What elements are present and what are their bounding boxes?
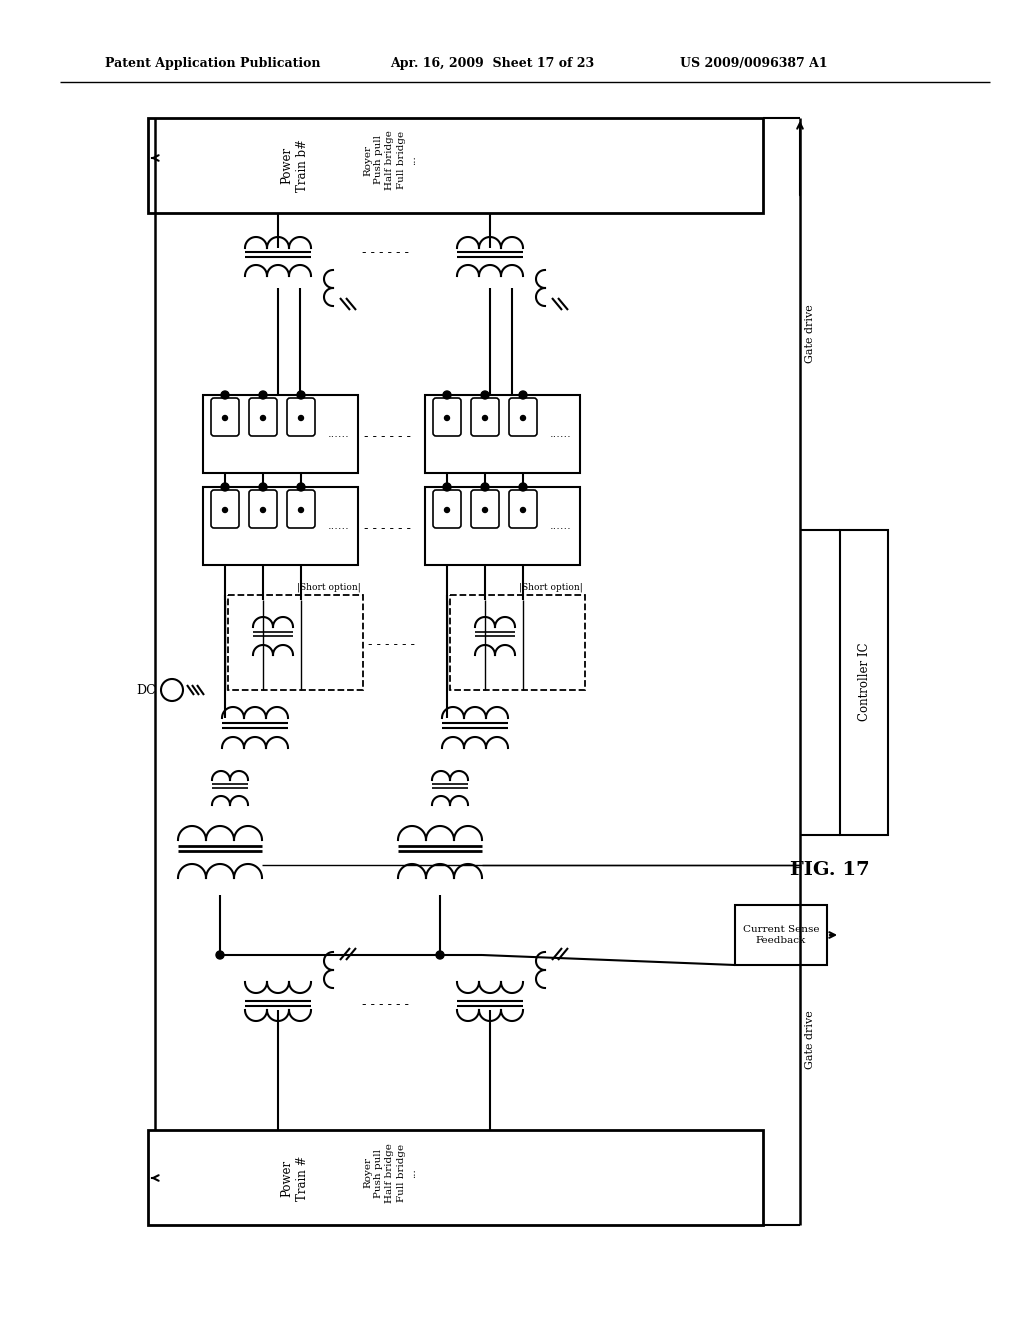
Circle shape	[444, 416, 450, 421]
Text: Royer
Push pull
Half bridge
Full bridge
...: Royer Push pull Half bridge Full bridge …	[364, 131, 417, 190]
Circle shape	[443, 483, 451, 491]
Text: - - - - - -: - - - - - -	[365, 429, 412, 442]
Text: ......: ......	[550, 429, 571, 440]
Text: Apr. 16, 2009  Sheet 17 of 23: Apr. 16, 2009 Sheet 17 of 23	[390, 57, 594, 70]
Circle shape	[519, 483, 527, 491]
Circle shape	[216, 950, 224, 960]
Bar	[148, 117, 763, 213]
Circle shape	[221, 391, 229, 399]
Bar	[450, 595, 585, 690]
FancyBboxPatch shape	[211, 399, 239, 436]
Circle shape	[436, 950, 444, 960]
Text: |Short option|: |Short option|	[519, 582, 583, 591]
FancyBboxPatch shape	[509, 490, 537, 528]
Text: |Short option|: |Short option|	[297, 582, 361, 591]
Circle shape	[444, 507, 450, 512]
Text: Patent Application Publication: Patent Application Publication	[105, 57, 321, 70]
FancyBboxPatch shape	[471, 490, 499, 528]
Text: ......: ......	[328, 429, 350, 440]
Text: - - - - - -: - - - - - -	[361, 247, 409, 260]
Text: Gate drive: Gate drive	[805, 305, 815, 363]
Bar	[425, 395, 580, 473]
FancyBboxPatch shape	[433, 490, 461, 528]
Circle shape	[519, 391, 527, 399]
Text: - - - - - -: - - - - - -	[369, 639, 416, 652]
Circle shape	[481, 483, 489, 491]
Text: Current Sense
Feedback: Current Sense Feedback	[742, 925, 819, 945]
Circle shape	[482, 507, 487, 512]
Circle shape	[222, 507, 227, 512]
FancyBboxPatch shape	[287, 490, 315, 528]
Circle shape	[481, 391, 489, 399]
Bar	[735, 906, 827, 965]
Circle shape	[260, 416, 265, 421]
Text: Controller IC: Controller IC	[857, 643, 870, 721]
FancyBboxPatch shape	[433, 399, 461, 436]
Text: - - - - - -: - - - - - -	[365, 521, 412, 535]
Circle shape	[520, 507, 525, 512]
FancyBboxPatch shape	[287, 399, 315, 436]
Circle shape	[297, 483, 305, 491]
Circle shape	[297, 391, 305, 399]
Circle shape	[520, 416, 525, 421]
Circle shape	[482, 416, 487, 421]
Circle shape	[259, 483, 267, 491]
Circle shape	[299, 416, 303, 421]
Text: ......: ......	[550, 521, 571, 531]
Text: Power
Train b#: Power Train b#	[281, 139, 309, 191]
FancyBboxPatch shape	[249, 490, 278, 528]
Bar	[148, 1130, 763, 1225]
Bar	[203, 487, 358, 565]
Text: DC: DC	[136, 684, 156, 697]
Text: US 2009/0096387 A1: US 2009/0096387 A1	[680, 57, 827, 70]
Text: - - - - - -: - - - - - -	[361, 998, 409, 1011]
FancyBboxPatch shape	[509, 399, 537, 436]
Text: Power
Train #: Power Train #	[281, 1155, 309, 1201]
Circle shape	[222, 416, 227, 421]
Circle shape	[299, 507, 303, 512]
Text: Gate drive: Gate drive	[805, 1011, 815, 1069]
Bar	[840, 531, 888, 836]
Text: ......: ......	[328, 521, 350, 531]
Circle shape	[443, 391, 451, 399]
Bar	[203, 395, 358, 473]
FancyBboxPatch shape	[249, 399, 278, 436]
Circle shape	[259, 391, 267, 399]
Text: Royer
Push pull
Half bridge
Full bridge
...: Royer Push pull Half bridge Full bridge …	[364, 1143, 417, 1203]
Text: FIG. 17: FIG. 17	[791, 861, 869, 879]
Circle shape	[221, 483, 229, 491]
FancyBboxPatch shape	[471, 399, 499, 436]
Bar	[425, 487, 580, 565]
Bar	[228, 595, 362, 690]
Circle shape	[260, 507, 265, 512]
FancyBboxPatch shape	[211, 490, 239, 528]
